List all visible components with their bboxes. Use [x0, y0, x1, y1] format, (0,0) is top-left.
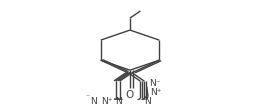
- Text: N⁺: N⁺: [150, 88, 162, 97]
- Text: N⁻: N⁻: [149, 79, 160, 88]
- Text: ⁻: ⁻: [85, 92, 89, 101]
- Text: N⁺: N⁺: [101, 97, 112, 106]
- Text: N: N: [90, 97, 97, 106]
- Text: O: O: [126, 90, 134, 100]
- Text: N: N: [144, 97, 150, 106]
- Text: N: N: [115, 97, 122, 106]
